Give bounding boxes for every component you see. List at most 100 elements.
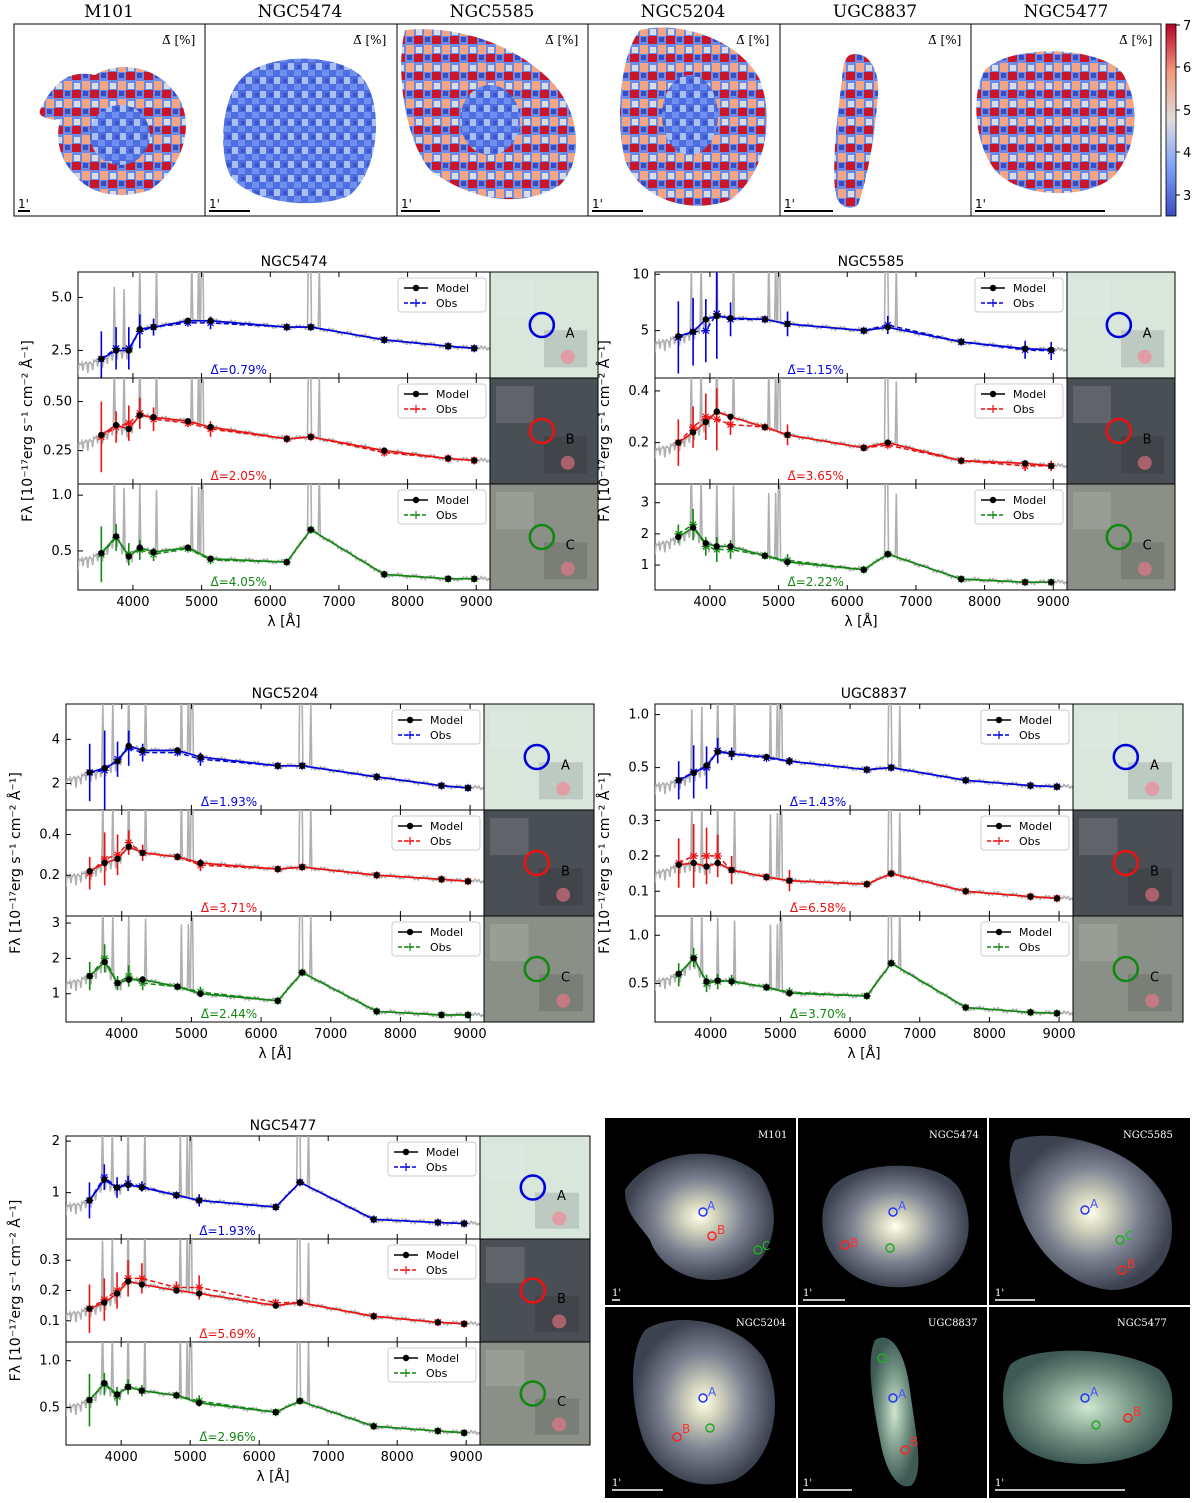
y-tick-label: 0.4	[628, 384, 649, 399]
map-delta-label: Δ̄ [%]	[736, 33, 769, 47]
model-point	[1048, 579, 1055, 586]
obs-point	[100, 854, 109, 863]
x-tick-label: 5000	[175, 1027, 208, 1042]
model-point	[86, 867, 93, 875]
aperture-circle	[523, 849, 551, 877]
legend-obs-marker	[402, 1266, 410, 1274]
x-tick-label: 7000	[899, 595, 932, 610]
model-point	[197, 990, 204, 997]
x-tick-label: 5000	[762, 595, 795, 610]
model-point	[124, 1181, 132, 1189]
region-thumbnail	[483, 809, 595, 917]
spectrum-panel-c: 1 2 3 Δ̄=2.44% Model Obs C	[52, 915, 595, 1023]
model-point	[125, 347, 133, 354]
model-point	[713, 408, 720, 415]
model-point	[727, 543, 734, 550]
delta-label: Δ̄=0.79%	[210, 363, 266, 377]
legend-model-label: Model	[426, 1249, 459, 1262]
model-point	[195, 1290, 203, 1297]
delta-label: Δ̄=6.58%	[790, 901, 846, 915]
obs-point	[701, 326, 710, 335]
region-thumbnail	[1072, 915, 1184, 1023]
model-point	[434, 1427, 442, 1435]
hii-region-blob	[556, 781, 571, 796]
model-point	[272, 1203, 279, 1211]
model-point	[370, 1216, 377, 1223]
hii-region-blob	[560, 349, 575, 364]
obs-point	[713, 851, 722, 860]
legend-model-marker	[989, 496, 997, 504]
aperture-circle	[1105, 417, 1133, 445]
spectrum-panel-b: 0.1 0.2 0.3 Δ̄=6.58% Model Obs B	[628, 809, 1184, 917]
model-point	[98, 549, 105, 557]
model-point	[438, 782, 445, 789]
obs-point	[113, 850, 122, 859]
legend-model-label: Model	[430, 820, 463, 833]
model-point	[728, 978, 735, 985]
spectrum-panel-a: 1 2 Δ̄=1.93% Model Obs A	[52, 1134, 591, 1240]
model-point	[690, 955, 697, 962]
x-tick-label: 8000	[384, 1027, 417, 1042]
model-series-line	[678, 957, 1058, 1015]
map-scale-label: 1'	[209, 197, 220, 211]
model-point	[434, 1319, 442, 1326]
thumbnail-cell	[490, 712, 529, 750]
obs-point	[100, 954, 109, 963]
legend-obs-marker	[402, 1369, 410, 1377]
legend-model-label: Model	[436, 388, 469, 401]
thumbnail-label: A	[566, 327, 575, 342]
model-point	[702, 540, 710, 547]
thumbnail-cell	[1073, 492, 1111, 530]
colorbar-tick: 5	[1183, 104, 1191, 119]
y-tick-label: 3	[641, 496, 649, 511]
model-point	[689, 328, 697, 335]
legend-obs-marker	[406, 943, 414, 951]
model-point	[728, 866, 735, 874]
model-point	[471, 575, 478, 583]
y-tick-label: 0.5	[628, 976, 649, 991]
spectrum-panel-c: 0.5 1.0 Δ̄=3.70% Model Obs C	[628, 915, 1184, 1023]
delta-label: Δ̄=2.05%	[210, 469, 266, 483]
y-tick-label: 0.1	[628, 884, 649, 899]
model-point	[727, 413, 734, 420]
delta-label: Δ̄=1.93%	[199, 1224, 255, 1238]
map-delta-label: Δ̄ [%]	[1119, 33, 1152, 47]
y-tick-label: 0.5	[628, 761, 649, 776]
legend-model-label: Model	[1019, 926, 1052, 939]
hii-region-blob	[1137, 349, 1152, 364]
legend-obs-marker	[989, 299, 997, 307]
legend-obs-marker	[412, 299, 420, 307]
spectrum-panel-a: 2 4 Δ̄=1.93% Model Obs A	[52, 703, 595, 811]
thumbnail-label: C	[557, 1395, 566, 1410]
model-point	[958, 575, 965, 583]
model-point	[125, 425, 133, 433]
model-point	[125, 742, 132, 750]
legend-model-marker	[995, 822, 1003, 830]
x-tick-label: 9000	[450, 1450, 483, 1465]
obs-point	[689, 423, 698, 432]
legend-model-label: Model	[426, 1352, 459, 1365]
region-thumbnail	[489, 271, 599, 379]
model-point	[86, 972, 93, 980]
model-point	[1027, 893, 1034, 900]
figure-title: NGC5204	[252, 686, 319, 702]
model-point	[714, 859, 721, 867]
thumbnail-label: A	[1143, 327, 1152, 342]
ugc8837-map	[834, 54, 879, 208]
x-tick-label: 4000	[693, 595, 726, 610]
legend-obs-label: Obs	[1019, 941, 1041, 954]
thumbnail-label: B	[566, 433, 575, 448]
hii-region-blob	[552, 1211, 567, 1226]
figure-title: NGC5585	[838, 254, 905, 270]
delta-label: Δ̄=2.22%	[787, 575, 843, 589]
region-thumbnail	[1066, 483, 1176, 591]
legend-model-marker	[406, 928, 414, 936]
hii-region-blob	[552, 1417, 567, 1432]
colorbar-ticks: 3 4 5 6 7	[1176, 19, 1191, 204]
legend-model-marker	[412, 390, 420, 398]
map-row: M101 NGC5474 NGC5585 NGC5204 UGC8837 NGC…	[0, 0, 1200, 222]
model-point	[101, 1380, 108, 1387]
y-tick-label: 0.5	[39, 1401, 60, 1416]
thumbnail-label: B	[557, 1292, 566, 1307]
